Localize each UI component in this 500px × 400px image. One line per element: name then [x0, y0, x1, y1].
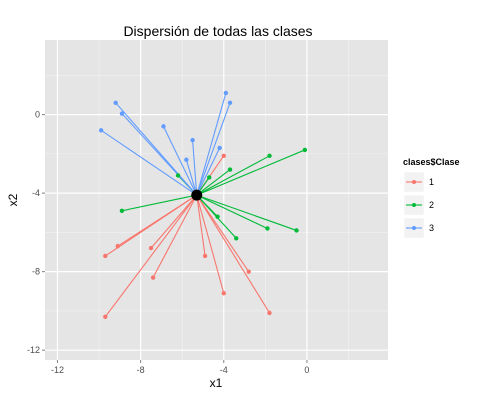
- point-class-1: [148, 245, 154, 251]
- point-class-2: [294, 228, 299, 233]
- minor-gridlines: [45, 40, 388, 360]
- point-class-3: [227, 100, 233, 106]
- point-class-2: [227, 167, 233, 172]
- segment-class-2: [196, 155, 270, 196]
- point-class-2: [265, 226, 270, 231]
- point-class-2: [215, 214, 220, 219]
- x-tick-label: -4: [220, 365, 228, 375]
- y-tick-label: -4: [32, 188, 40, 198]
- segment-class-2: [196, 194, 268, 229]
- center-layer: [191, 189, 203, 201]
- segment-class-2: [196, 149, 306, 196]
- point-class-2: [207, 175, 212, 180]
- y-axis-title: x2: [6, 193, 20, 206]
- segments-layer: [100, 92, 306, 318]
- point-class-3: [184, 157, 189, 162]
- legend-key-point: [412, 226, 416, 230]
- legend-key-point: [412, 203, 416, 207]
- point-class-2: [175, 173, 181, 178]
- segment-class-3: [196, 102, 231, 196]
- y-tick-label: 0: [35, 110, 40, 120]
- segment-class-3: [192, 140, 198, 196]
- point-class-3: [223, 90, 229, 96]
- point-class-2: [302, 147, 308, 153]
- chart-title: Dispersión de todas las clases: [123, 23, 312, 39]
- segment-class-1: [104, 194, 198, 257]
- axis-ticks: -12 -8 -4 0 0 -4 -8 -12: [27, 110, 309, 375]
- segment-class-2: [196, 194, 297, 231]
- point-class-1: [103, 253, 108, 259]
- point-class-1: [202, 253, 208, 259]
- point-class-1: [246, 269, 251, 274]
- point-class-1: [150, 275, 156, 280]
- point-class-1: [221, 291, 226, 296]
- segment-class-3: [185, 159, 198, 196]
- segment-class-3: [196, 92, 227, 196]
- point-class-2: [119, 208, 125, 213]
- legend-label: 1: [429, 177, 434, 187]
- segment-class-1: [152, 194, 198, 278]
- x-tick-label: -8: [137, 365, 145, 375]
- segment-class-1: [196, 194, 250, 272]
- segment-class-1: [150, 194, 198, 249]
- x-tick-label: -12: [51, 365, 64, 375]
- segment-class-3: [100, 129, 198, 196]
- segment-class-3: [162, 126, 198, 196]
- point-class-1: [267, 310, 272, 316]
- points-layer: [98, 90, 308, 320]
- legend-key-point: [412, 180, 416, 184]
- segment-class-1: [196, 194, 225, 294]
- point-class-1: [221, 153, 226, 159]
- segment-class-1: [196, 195, 206, 257]
- point-class-3: [190, 137, 195, 143]
- point-class-3: [113, 100, 118, 106]
- segment-class-2: [196, 169, 231, 196]
- plot-panel: [45, 40, 388, 360]
- point-class-3: [161, 124, 166, 129]
- point-class-2: [267, 153, 272, 159]
- y-tick-label: -12: [27, 345, 40, 355]
- segment-class-1: [104, 194, 198, 318]
- point-class-3: [217, 145, 222, 151]
- legend: clases$Clase 1 2 3: [403, 157, 460, 239]
- segment-class-1: [196, 194, 270, 314]
- point-class-1: [103, 314, 108, 320]
- x-tick-label: 0: [304, 365, 309, 375]
- segment-class-3: [121, 113, 198, 196]
- center-point: [191, 189, 203, 201]
- point-class-2: [234, 236, 239, 241]
- x-axis-title: x1: [210, 376, 223, 390]
- point-class-3: [98, 128, 104, 133]
- legend-label: 2: [429, 200, 434, 210]
- legend-title: clases$Clase: [403, 157, 460, 167]
- segment-class-3: [196, 147, 221, 196]
- point-class-1: [115, 243, 120, 249]
- y-tick-label: -8: [32, 267, 40, 277]
- segment-class-2: [121, 194, 197, 212]
- legend-label: 3: [429, 223, 434, 233]
- point-class-3: [119, 111, 125, 116]
